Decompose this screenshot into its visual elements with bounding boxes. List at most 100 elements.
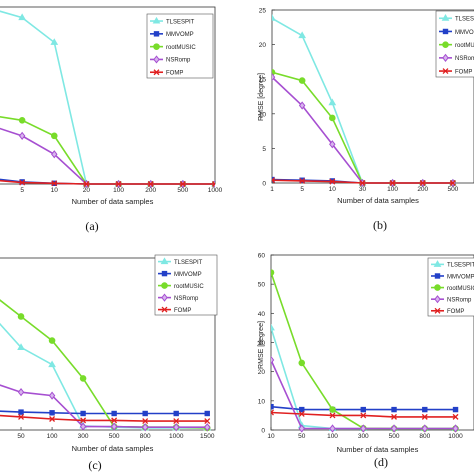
- x-tick-label: 30: [359, 186, 367, 193]
- data-point-FOMP: [421, 413, 428, 420]
- x-tick-label: 100: [47, 433, 58, 440]
- data-point-FOMP: [449, 180, 456, 186]
- data-point-MMVOMP: [18, 409, 24, 415]
- x-tick-label: 1000: [448, 433, 463, 440]
- y-tick-label: 0: [261, 428, 265, 435]
- data-point-FOMP: [452, 413, 459, 420]
- data-point-FOMP: [391, 413, 397, 420]
- x-tick-label: 1500: [200, 433, 215, 440]
- data-point-FOMP: [83, 181, 90, 187]
- legend-marker-FOMP: [434, 307, 441, 314]
- y-tick-label: 60: [258, 253, 266, 260]
- data-point-NSRomp: [79, 422, 87, 431]
- data-point-NSRomp: [110, 422, 118, 431]
- legend: TLSESPIT MMVOMP rootMUSIC NSRomp FOMP: [146, 13, 214, 79]
- y-tick-label: 20: [259, 42, 267, 49]
- legend-label-FOMP: FOMP: [455, 69, 472, 75]
- data-point-MMVOMP: [204, 410, 210, 417]
- legend-marker-TLSESPIT: [433, 260, 442, 267]
- x-tick-label: 10: [267, 433, 275, 440]
- y-tick-label: 10: [258, 398, 266, 405]
- legend-marker-MMVOMP: [153, 31, 160, 37]
- x-tick-label: 500: [109, 433, 120, 440]
- x-tick-label: 100: [113, 187, 124, 194]
- y-tick-label: 5: [262, 146, 266, 153]
- y-tick-label: 10: [259, 111, 267, 118]
- data-point-NSRomp: [421, 424, 429, 433]
- legend-label-TLSESPIT: TLSESPIT: [455, 17, 474, 23]
- x-tick-label: 5: [20, 187, 24, 194]
- data-point-NSRomp: [48, 391, 56, 400]
- data-point-MMVOMP: [80, 410, 86, 417]
- legend-marker-MMVOMP: [161, 270, 168, 277]
- legend-marker-NSRomp: [161, 293, 168, 302]
- data-point-TLSESPIT: [272, 14, 276, 21]
- legend-label-NSRomp: NSRomp: [166, 58, 191, 64]
- series-line-FOMP: [0, 414, 208, 422]
- data-point-NSRomp: [452, 424, 459, 433]
- x-axis-label: Number of data samples: [337, 445, 419, 454]
- data-point-FOMP: [173, 418, 180, 425]
- data-point-rootMUSIC: [18, 116, 26, 124]
- x-tick-label: 20: [83, 187, 91, 194]
- data-point-NSRomp: [360, 424, 367, 433]
- y-tick-label: 25: [259, 8, 267, 15]
- panel-label: (b): [373, 218, 387, 232]
- series-line-NSRomp: [272, 76, 453, 184]
- legend-marker-TLSESPIT: [152, 16, 161, 24]
- data-point-NSRomp: [51, 150, 58, 159]
- data-point-NSRomp: [271, 355, 275, 365]
- data-point-FOMP: [18, 413, 24, 420]
- data-point-FOMP: [179, 181, 186, 187]
- data-point-FOMP: [51, 180, 58, 187]
- x-tick-label: 50: [298, 433, 306, 440]
- data-point-NSRomp: [172, 423, 180, 432]
- data-point-MMVOMP: [299, 406, 305, 413]
- legend-label-FOMP: FOMP: [447, 309, 464, 315]
- legend-label-MMVOMP: MMVOMP: [447, 274, 474, 280]
- panel-label: (a): [85, 219, 98, 233]
- legend-label-FOMP: FOMP: [166, 71, 183, 77]
- y-axis-label: RMSE [degree]: [258, 73, 265, 121]
- data-point-MMVOMP: [173, 410, 179, 417]
- data-point-FOMP: [298, 410, 305, 417]
- data-point-NSRomp: [329, 140, 336, 149]
- data-point-NSRomp: [298, 424, 305, 433]
- data-point-rootMUSIC: [298, 359, 306, 367]
- series-line-NSRomp: [0, 127, 215, 185]
- legend-label-rootMUSIC: rootMUSIC: [174, 284, 204, 290]
- data-point-NSRomp: [141, 423, 149, 432]
- x-tick-label: 300: [358, 433, 369, 440]
- legend-marker-rootMUSIC: [434, 284, 441, 291]
- data-point-rootMUSIC: [17, 313, 25, 320]
- legend-marker-rootMUSIC: [161, 282, 168, 289]
- x-tick-label: 1: [270, 186, 274, 193]
- data-point-FOMP: [115, 181, 122, 187]
- legend-marker-NSRomp: [153, 55, 160, 64]
- data-point-rootMUSIC: [298, 77, 306, 84]
- series-group: [0, 10, 215, 188]
- legend-label-NSRomp: NSRomp: [455, 56, 474, 62]
- series-line-rootMUSIC: [0, 116, 215, 185]
- data-point-MMVOMP: [142, 410, 148, 417]
- x-tick-label: 500: [177, 187, 188, 194]
- data-point-MMVOMP: [271, 403, 274, 410]
- data-point-rootMUSIC: [329, 406, 336, 413]
- series-line-FOMP: [0, 179, 215, 185]
- legend: TLSESPIT MMVOMP rootMUSIC NSRomp FOMP: [435, 10, 474, 78]
- data-point-MMVOMP: [452, 406, 459, 413]
- data-point-rootMUSIC: [328, 114, 336, 122]
- data-point-rootMUSIC: [50, 132, 58, 140]
- data-point-TLSESPIT: [298, 31, 307, 39]
- data-point-MMVOMP: [422, 406, 428, 413]
- y-axis-label: RMSE [degree]: [258, 321, 265, 369]
- data-point-NSRomp: [390, 424, 398, 433]
- legend-marker-rootMUSIC: [442, 41, 449, 48]
- x-tick-label: 800: [419, 433, 430, 440]
- y-tick-label: 20: [258, 369, 266, 376]
- data-point-FOMP: [419, 180, 426, 186]
- legend: TLSESPIT MMVOMP rootMUSIC NSRomp FOMP: [154, 254, 218, 316]
- data-point-NSRomp: [272, 73, 276, 82]
- data-point-MMVOMP: [391, 406, 397, 413]
